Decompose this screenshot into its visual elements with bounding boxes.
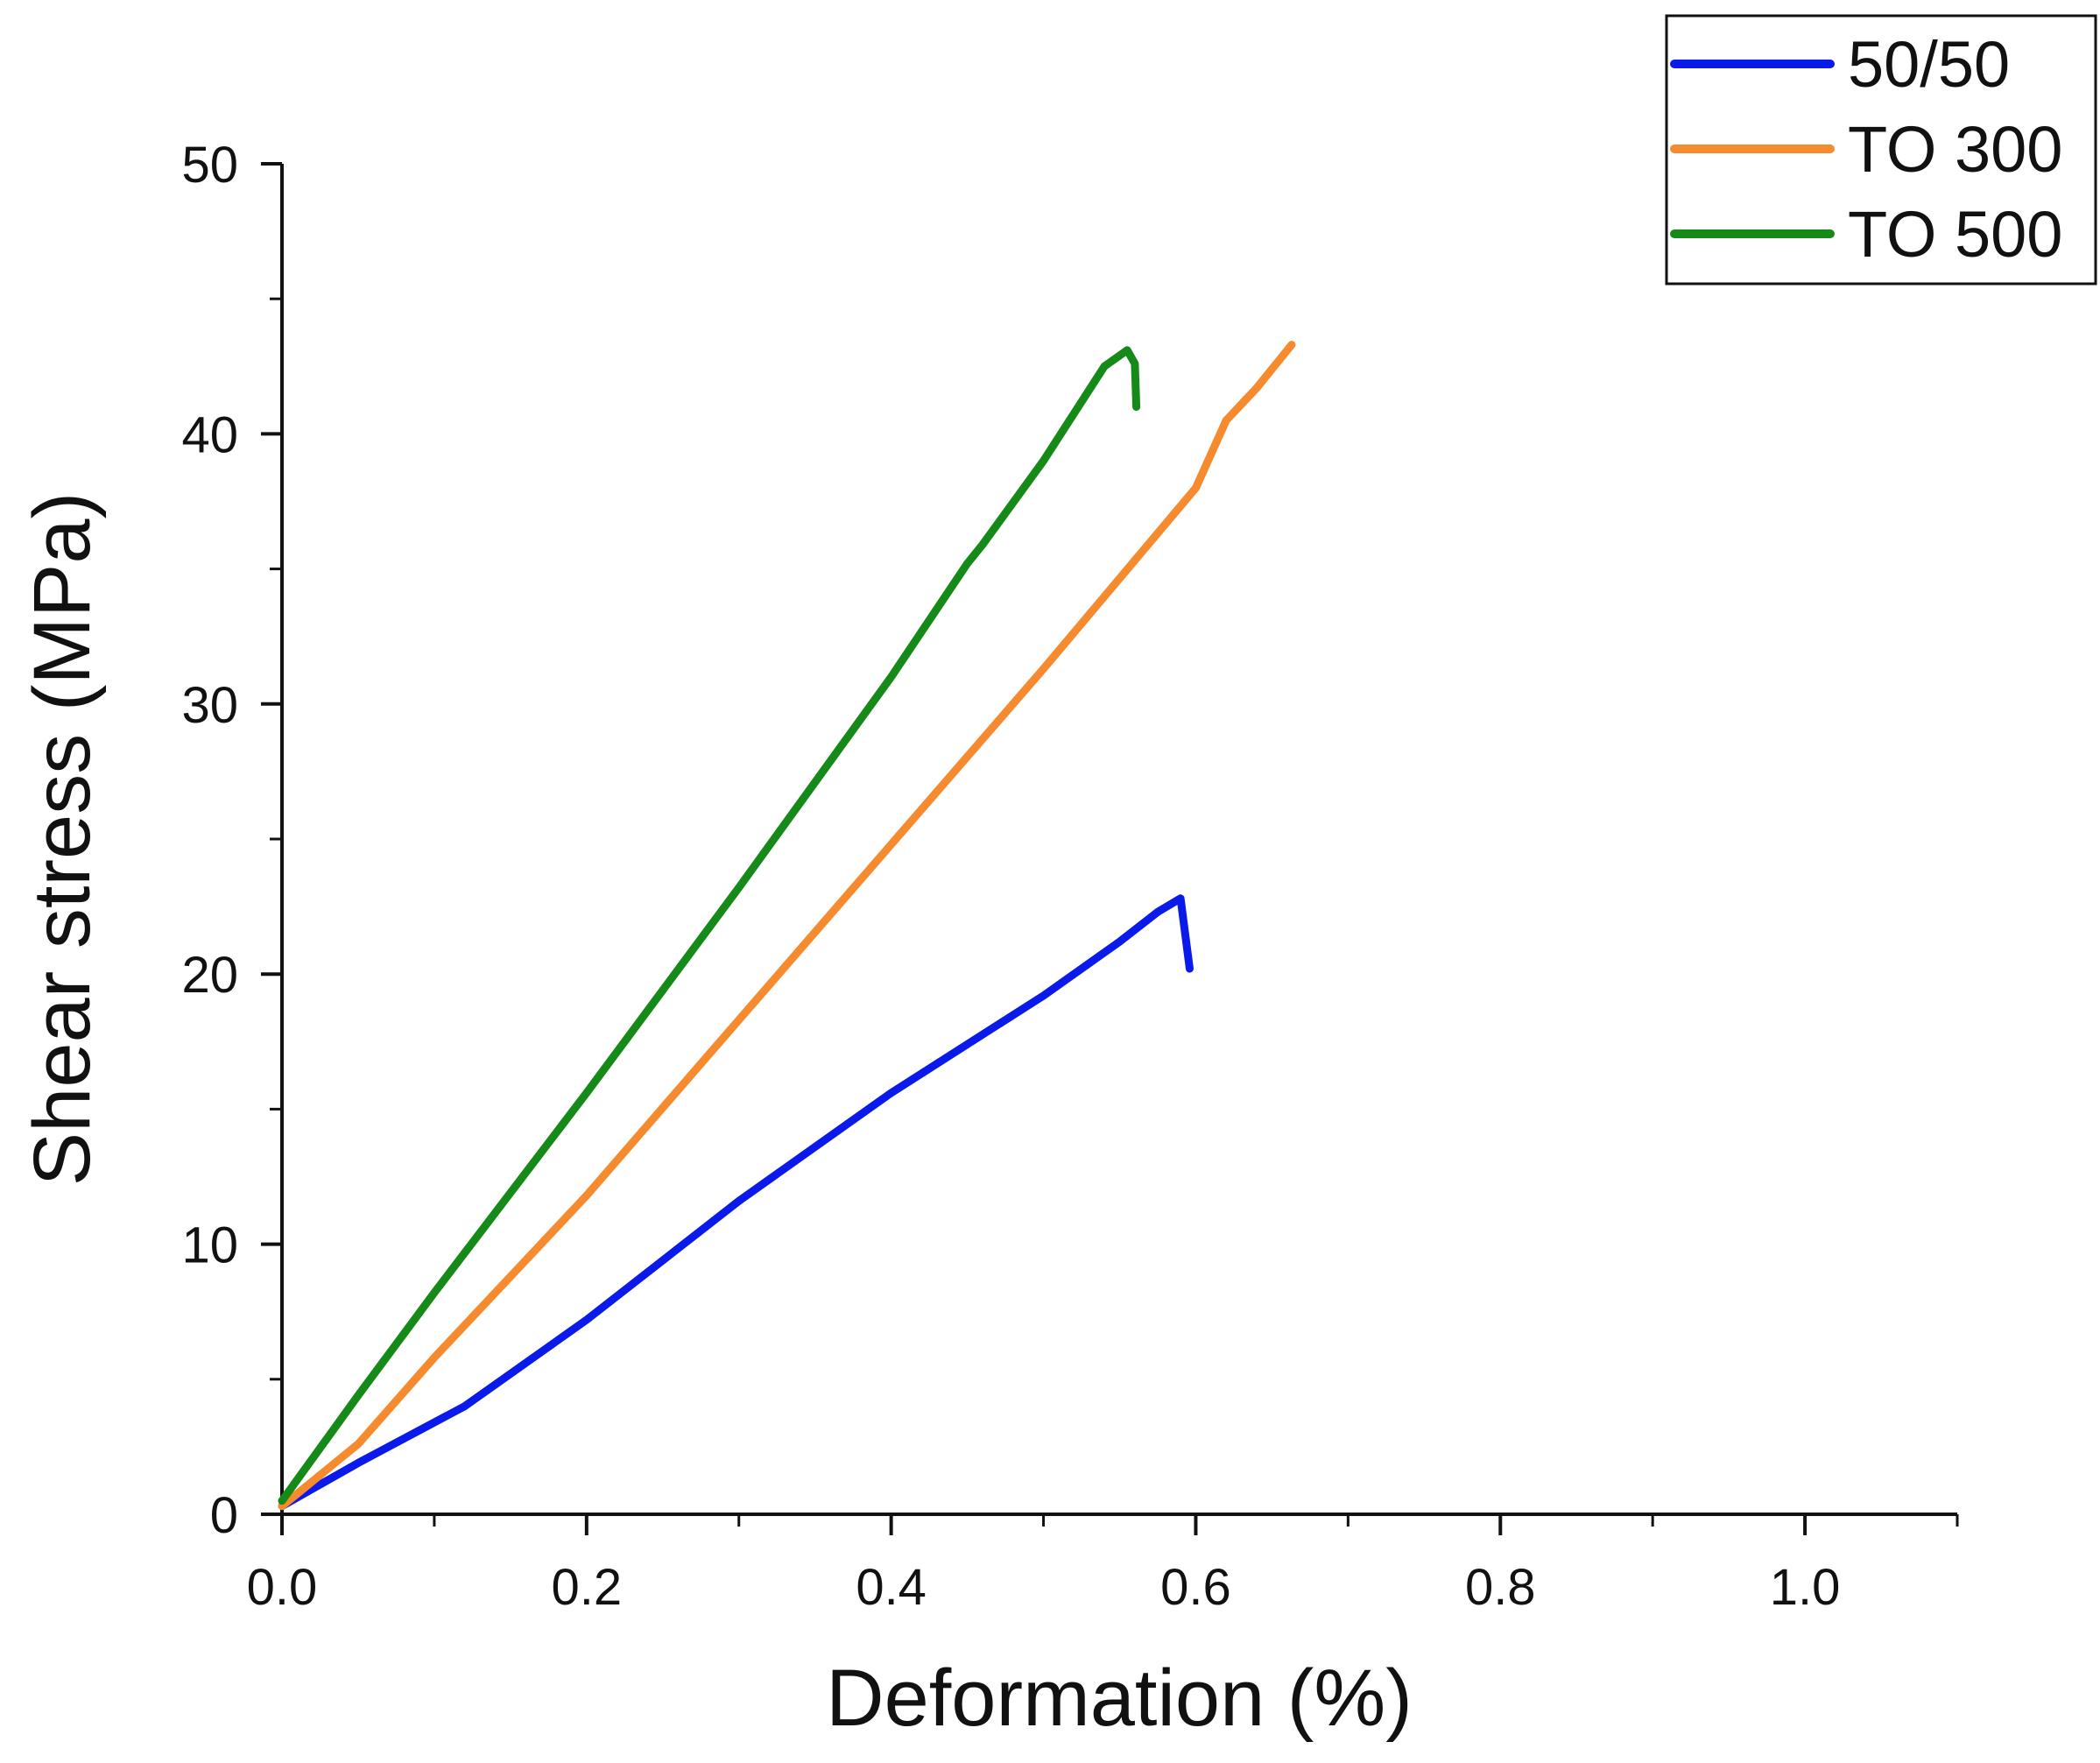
y-tick-label: 20 [181, 947, 238, 1004]
legend: 50/50 TO 300 TO 500 [1665, 14, 2097, 286]
legend-label: 50/50 [1848, 28, 2010, 101]
x-tick-label: 0.2 [551, 1559, 622, 1616]
x-tick-label: 0.4 [856, 1559, 927, 1616]
y-axis-title: Shear stress (MPa) [18, 492, 107, 1186]
series-line-1 [278, 894, 1194, 1511]
y-tick-label: 0 [210, 1487, 238, 1544]
y-axis-ticks: 0 10 20 30 40 50 [181, 137, 282, 1544]
x-axis-ticks: 0.0 0.2 0.4 0.6 0.8 1.0 [247, 1514, 1959, 1616]
x-tick-label: 0.0 [247, 1559, 318, 1616]
legend-label: TO 500 [1848, 198, 2062, 271]
x-tick-label: 0.6 [1160, 1559, 1231, 1616]
legend-items: 50/50 TO 300 TO 500 [1670, 28, 2062, 271]
y-tick-label: 40 [181, 406, 238, 463]
series-line-3 [278, 346, 1141, 1506]
y-tick-label: 50 [181, 137, 238, 194]
series-layer [278, 341, 1296, 1511]
y-tick-label: 30 [181, 677, 238, 734]
y-tick-label: 10 [181, 1217, 238, 1274]
legend-label: TO 300 [1848, 113, 2062, 186]
x-axis-title: Deformation (%) [826, 1654, 1413, 1743]
series-line-2 [278, 341, 1296, 1511]
plot-area [280, 164, 1957, 1516]
x-tick-label: 1.0 [1770, 1559, 1841, 1616]
x-tick-label: 0.8 [1465, 1559, 1536, 1616]
